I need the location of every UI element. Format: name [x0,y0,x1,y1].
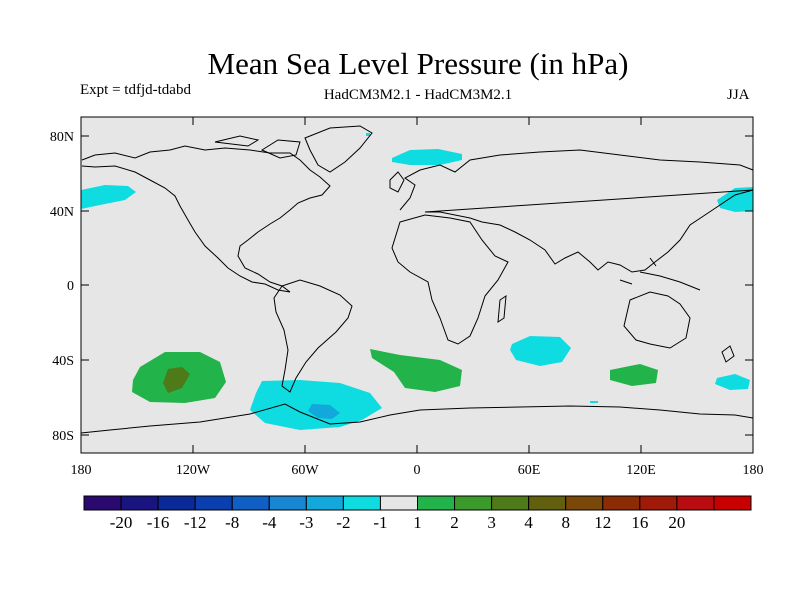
colorbar-swatch [194,495,233,511]
colorbar-labels: -20 -16 -12 -8 -4 -3 -2 -1 1 2 3 4 8 12 16 20 [110,513,686,532]
coast-australia [623,291,691,349]
colorbar-tick-label: 1 [413,513,422,532]
colorbar-swatch [305,495,344,511]
anomaly-shading [81,133,753,430]
colorbar-swatch [231,495,270,511]
colorbar-tick-label: -3 [299,513,313,532]
anomaly-positive-south-indian-east [610,364,658,386]
colorbar-swatch [157,495,196,511]
anomaly-negative-arctic [392,149,462,165]
colorbar-swatch [379,495,419,511]
colorbar-tick-label: -4 [262,513,277,532]
coast-antarctica [80,403,754,434]
season-label: JJA [727,87,750,103]
colorbar-swatch [676,495,715,511]
lon-label-180w: 180 [71,463,92,478]
longitude-labels: 180 120W 60W 0 60E 120E 180 [71,463,764,478]
anomaly-negative-northpacific-east [717,187,753,212]
lat-label-80n: 80N [50,130,74,145]
lat-label-40s: 40S [52,354,74,369]
colorbar-tick-label: -20 [110,513,133,532]
colorbar-tick-label: 4 [524,513,533,532]
coast-africa [391,214,509,345]
colorbar-swatch [491,495,530,511]
model-subtitle: HadCM3M2.1 - HadCM3M2.1 [323,87,513,103]
positive-anomalies [132,349,658,403]
latitude-labels: 80N 40N 0 40S 80S [50,130,74,444]
colorbar-swatch [713,495,752,511]
coast-eurasia [399,149,754,273]
colorbar-swatch [83,495,122,511]
colorbar-tick-label: 12 [594,513,611,532]
colorbar-tick-label: -8 [225,513,239,532]
colorbar-swatch [528,495,567,511]
lon-label-60e: 60E [518,463,541,478]
colorbar-swatch [565,495,604,511]
colorbar-swatch [454,495,493,511]
colorbar-swatch [639,495,678,511]
colorbar-tick-label: -2 [336,513,350,532]
lon-label-180e: 180 [743,463,764,478]
colorbar-tick-label: 16 [631,513,648,532]
lat-label-40n: 40N [50,205,74,220]
anomaly-negative-northpacific-west [81,185,136,209]
anomaly-negative-south-indian [510,336,571,366]
lon-label-120e: 120E [626,463,656,478]
lon-label-60w: 60W [291,463,319,478]
colorbar-tick-label: 8 [561,513,570,532]
colorbar-swatch [120,495,159,511]
colorbar-tick-label: 2 [450,513,459,532]
colorbar-swatch [268,495,307,511]
experiment-label: Expt = tdfjd-tdabd [80,82,191,98]
map-title: Mean Sea Level Pressure (in hPa) [207,46,629,81]
anomaly-positive-south-atlantic [370,349,462,392]
colorbar-tick-label: -1 [373,513,387,532]
lat-label-0: 0 [67,279,74,294]
colorbar-swatch [417,495,456,511]
lon-label-120w: 120W [176,463,211,478]
colorbar-tick-label: -12 [184,513,207,532]
anomaly-negative-tasman [715,374,750,390]
lon-label-0: 0 [414,463,421,478]
coast-north-america [81,145,331,293]
colorbar-tick-label: 20 [668,513,685,532]
colorbar-swatch [602,495,641,511]
colorbar-tick-label: -16 [147,513,170,532]
lat-label-80s: 80S [52,429,74,444]
colorbar-tick-label: 3 [487,513,496,532]
coast-south-america [273,279,353,393]
coast-greenland [304,125,373,173]
anomaly-negative-weddell-core [308,404,340,419]
colorbar-swatch [342,495,381,511]
coastlines [80,125,754,434]
colorbar [83,495,752,511]
anomaly-positive-south-pacific-core [163,367,190,393]
